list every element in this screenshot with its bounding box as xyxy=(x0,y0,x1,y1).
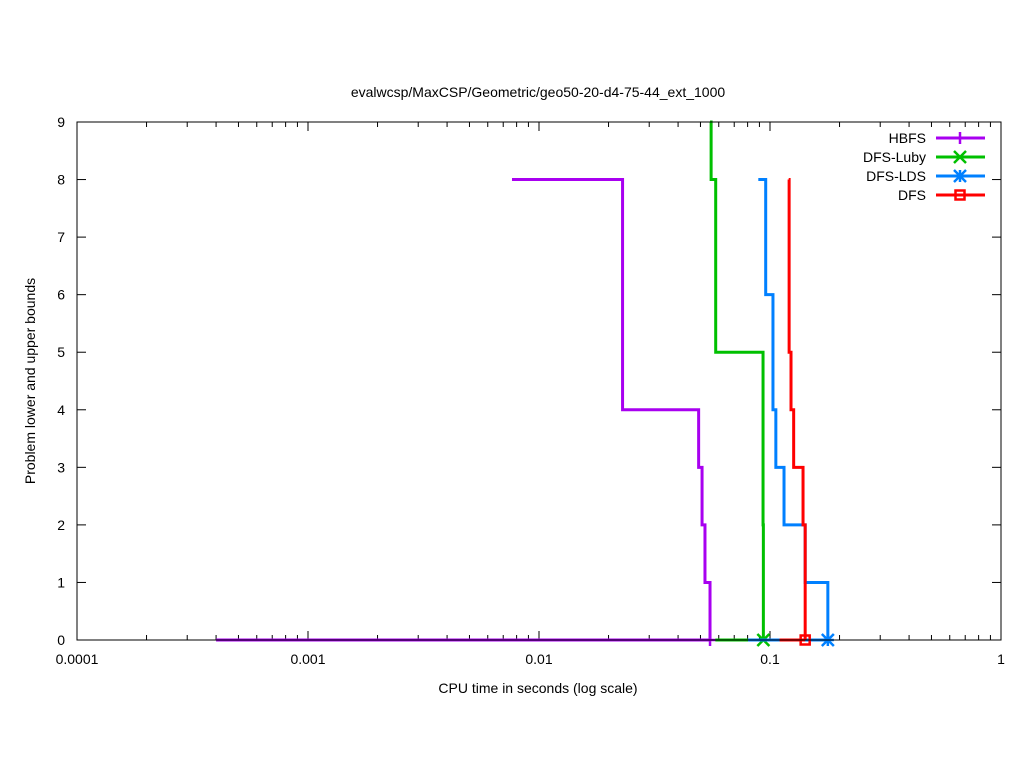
axes: 0.0001 0.001 0.01 0.1 1 0 1 2 3 4 5 6 7 8 9 xyxy=(56,114,1006,667)
legend-label: DFS-Luby xyxy=(863,149,926,165)
legend-label: HBFS xyxy=(889,130,926,146)
y-tick-label: 8 xyxy=(57,172,65,188)
y-tick-label: 6 xyxy=(57,287,65,303)
y-tick-label: 5 xyxy=(57,344,65,360)
series-dfs-luby xyxy=(709,120,771,647)
chart-title: evalwcsp/MaxCSP/Geometric/geo50-20-d4-75… xyxy=(351,84,726,100)
upper-bound-line xyxy=(787,178,807,640)
upper-bound-line xyxy=(511,178,712,640)
y-axis-label: Problem lower and upper bounds xyxy=(22,278,38,484)
x-tick-label: 0.01 xyxy=(525,651,552,667)
legend-label: DFS xyxy=(898,187,926,203)
series-hbfs xyxy=(216,178,717,646)
legend: HBFS DFS-Luby DFS-LDS DFS xyxy=(863,130,985,203)
x-tick-label: 0.001 xyxy=(290,651,325,667)
legend-item: DFS-LDS xyxy=(866,168,985,184)
series-dfs xyxy=(779,178,811,646)
y-tick-label: 9 xyxy=(57,114,65,130)
marker-stroke xyxy=(953,169,967,183)
y-tick-label: 0 xyxy=(57,632,65,648)
plot-area xyxy=(216,120,835,647)
legend-label: DFS-LDS xyxy=(866,168,926,184)
y-tick-label: 2 xyxy=(57,517,65,533)
y-tick-label: 4 xyxy=(57,402,65,418)
x-axis-label: CPU time in seconds (log scale) xyxy=(438,680,637,696)
y-tick-label: 1 xyxy=(57,574,65,590)
plus-marker-icon xyxy=(954,132,966,144)
y-tick-label: 7 xyxy=(57,229,65,245)
star-marker-icon xyxy=(953,169,967,183)
marker-stroke xyxy=(954,189,966,201)
legend-item: HBFS xyxy=(889,130,985,146)
series-dfs-lds xyxy=(747,178,835,647)
marker-stroke xyxy=(953,150,967,164)
legend-item: DFS-Luby xyxy=(863,149,985,165)
square-marker-icon xyxy=(954,189,966,201)
upper-bound-line xyxy=(709,120,765,640)
legend-item: DFS xyxy=(898,187,985,203)
cross-marker-icon xyxy=(953,150,967,164)
y-tick-label: 3 xyxy=(57,459,65,475)
x-tick-label: 0.0001 xyxy=(56,651,99,667)
plot-frame xyxy=(76,121,1002,641)
x-tick-label: 1 xyxy=(997,651,1005,667)
x-tick-label: 0.1 xyxy=(760,651,780,667)
